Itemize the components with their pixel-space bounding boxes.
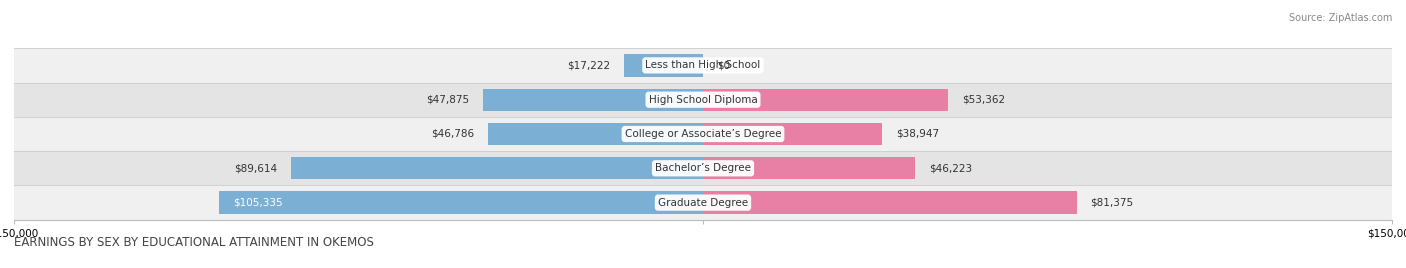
Text: Bachelor’s Degree: Bachelor’s Degree bbox=[655, 163, 751, 173]
Text: $17,222: $17,222 bbox=[567, 60, 610, 70]
Bar bbox=[219, 191, 703, 214]
Bar bbox=[703, 88, 948, 111]
Bar bbox=[14, 151, 1392, 185]
Text: College or Associate’s Degree: College or Associate’s Degree bbox=[624, 129, 782, 139]
Text: $47,875: $47,875 bbox=[426, 95, 470, 105]
Text: $46,786: $46,786 bbox=[432, 129, 474, 139]
Bar bbox=[14, 117, 1392, 151]
Text: EARNINGS BY SEX BY EDUCATIONAL ATTAINMENT IN OKEMOS: EARNINGS BY SEX BY EDUCATIONAL ATTAINMEN… bbox=[14, 236, 374, 249]
Bar bbox=[624, 54, 703, 77]
Text: $0: $0 bbox=[717, 60, 730, 70]
Text: Graduate Degree: Graduate Degree bbox=[658, 198, 748, 208]
Text: $53,362: $53,362 bbox=[962, 95, 1005, 105]
Bar bbox=[703, 157, 915, 180]
Text: $46,223: $46,223 bbox=[929, 163, 972, 173]
Bar bbox=[703, 191, 1077, 214]
Bar bbox=[14, 185, 1392, 220]
Bar bbox=[14, 83, 1392, 117]
Bar bbox=[291, 157, 703, 180]
Text: $81,375: $81,375 bbox=[1091, 198, 1133, 208]
Bar bbox=[488, 123, 703, 145]
Text: Less than High School: Less than High School bbox=[645, 60, 761, 70]
Bar bbox=[484, 88, 703, 111]
Text: High School Diploma: High School Diploma bbox=[648, 95, 758, 105]
Bar bbox=[14, 48, 1392, 83]
Text: $38,947: $38,947 bbox=[896, 129, 939, 139]
Text: $105,335: $105,335 bbox=[233, 198, 283, 208]
Bar bbox=[703, 123, 882, 145]
Text: Source: ZipAtlas.com: Source: ZipAtlas.com bbox=[1288, 13, 1392, 23]
Text: $89,614: $89,614 bbox=[235, 163, 277, 173]
